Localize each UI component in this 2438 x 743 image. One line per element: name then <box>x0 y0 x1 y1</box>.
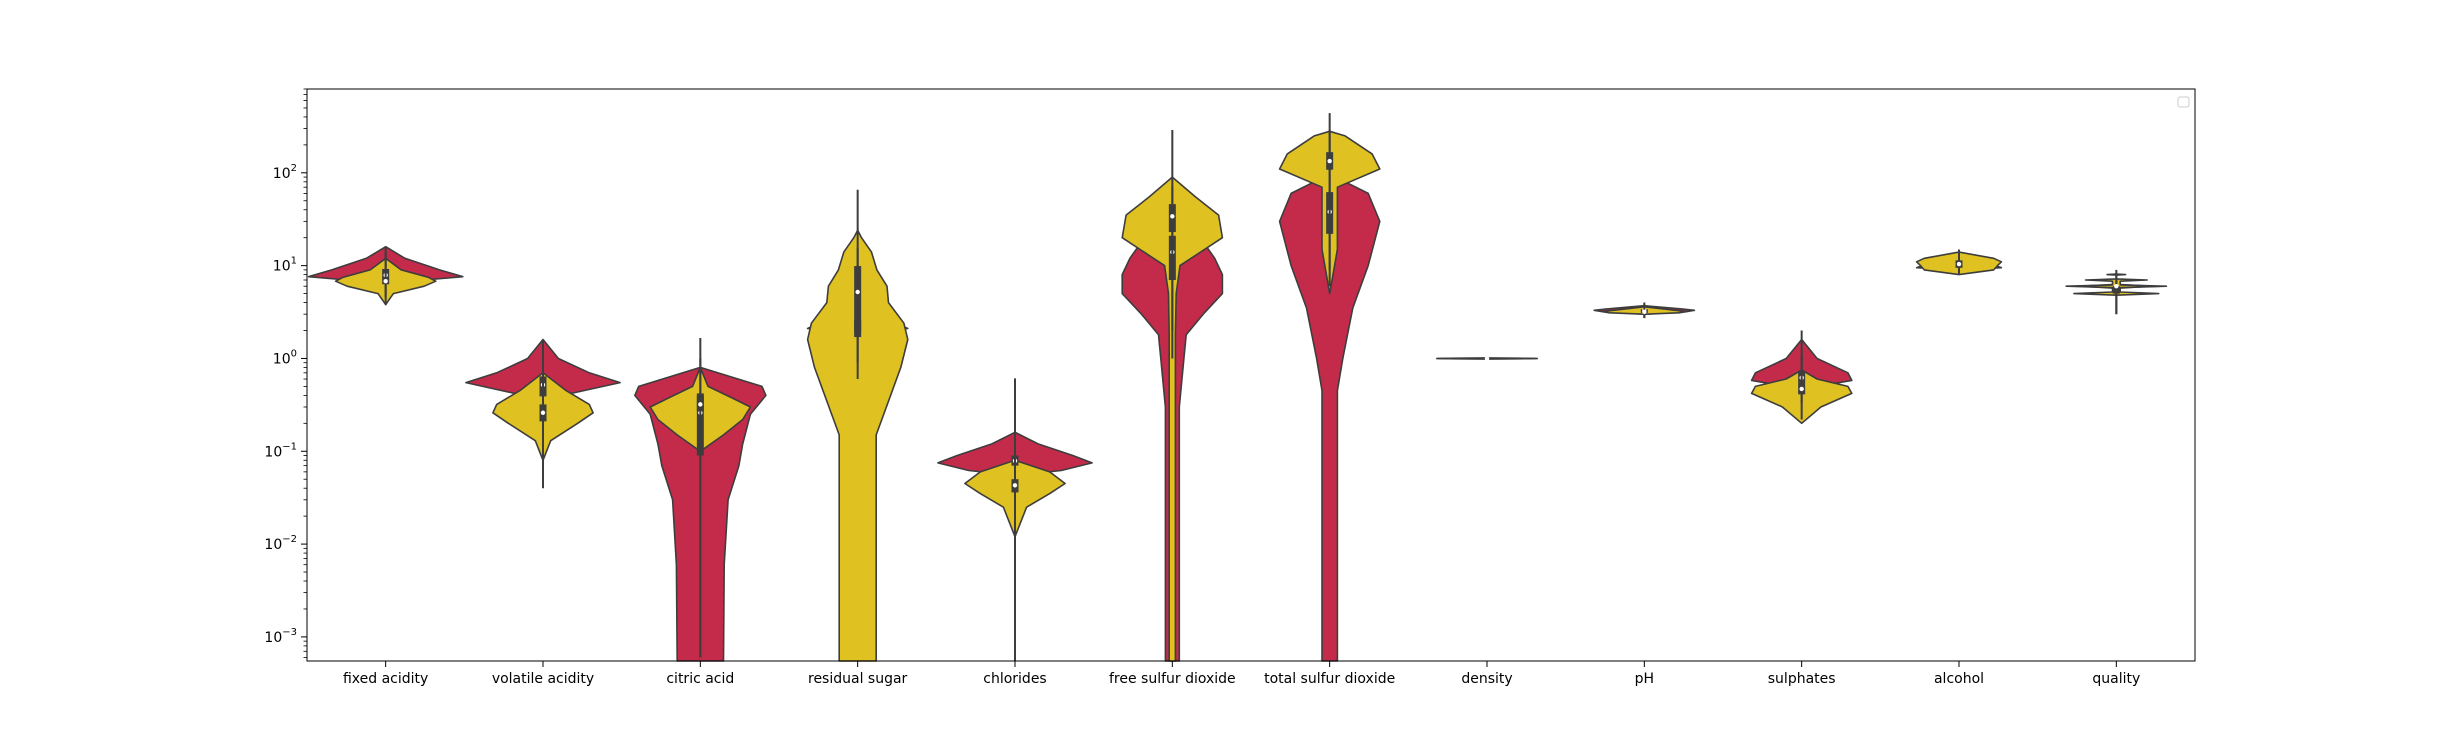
x-tick-label-density: density <box>1461 671 1512 687</box>
plot-frame <box>306 88 2196 662</box>
x-axis: fixed acidity volatile acidity citric acid… <box>343 661 2140 687</box>
x-tick-label-fixed-acidity: fixed acidity <box>343 671 428 687</box>
x-tick-label-alcohol: alcohol <box>1934 671 1984 687</box>
median-dot-yellow-citric-acid <box>698 402 703 407</box>
y-axis: 10−3 10−2 10−1 100 101 102 <box>264 88 307 658</box>
x-tick-label-volatile-acidity: volatile acidity <box>492 671 594 687</box>
x-tick-label-citric-acid: citric acid <box>666 671 734 687</box>
x-tick-label-chlorides: chlorides <box>983 671 1046 687</box>
iqr-box-yellow-quality <box>2112 286 2120 294</box>
x-tick-label-total-sulfur-dioxide: total sulfur dioxide <box>1264 671 1395 687</box>
median-dot-yellow-sulphates <box>1799 386 1804 392</box>
y-tick-label: 10−3 <box>264 627 297 646</box>
median-dot-yellow-pH <box>1642 309 1647 315</box>
iqr-box-yellow-residual-sugar <box>854 266 862 338</box>
x-tick-label-residual-sugar: residual sugar <box>808 671 908 687</box>
x-tick-label-free-sulfur-dioxide: free sulfur dioxide <box>1109 671 1236 687</box>
median-dot-yellow-residual-sugar <box>855 289 860 295</box>
boxes-layer <box>382 113 2120 661</box>
legend-box <box>2177 96 2190 108</box>
violins-layer <box>307 130 2168 662</box>
y-tick-label: 10−1 <box>264 441 297 460</box>
median-dot-yellow-fixed-acidity <box>383 278 388 284</box>
y-tick-label: 100 <box>273 348 297 367</box>
violin-yellow-free-sulfur-dioxide <box>1121 176 1224 662</box>
y-tick-label: 10−2 <box>264 534 297 553</box>
median-dot-yellow-density <box>1484 356 1490 361</box>
median-dot-yellow-free-sulfur-dioxide <box>1170 214 1175 219</box>
x-tick-label-sulphates: sulphates <box>1768 671 1836 687</box>
median-dot-yellow-chlorides <box>1012 483 1018 488</box>
median-dot-yellow-alcohol <box>1956 261 1962 267</box>
violin-yellow-residual-sugar <box>806 229 909 662</box>
median-dot-yellow-volatile-acidity <box>540 410 546 415</box>
median-dot-yellow-quality <box>2114 284 2119 289</box>
x-tick-label-quality: quality <box>2092 671 2140 687</box>
y-tick-label: 101 <box>273 256 297 275</box>
median-dot-yellow-total-sulfur-dioxide <box>1327 158 1332 164</box>
y-tick-label: 102 <box>273 163 297 182</box>
x-tick-label-pH: pH <box>1635 671 1654 687</box>
